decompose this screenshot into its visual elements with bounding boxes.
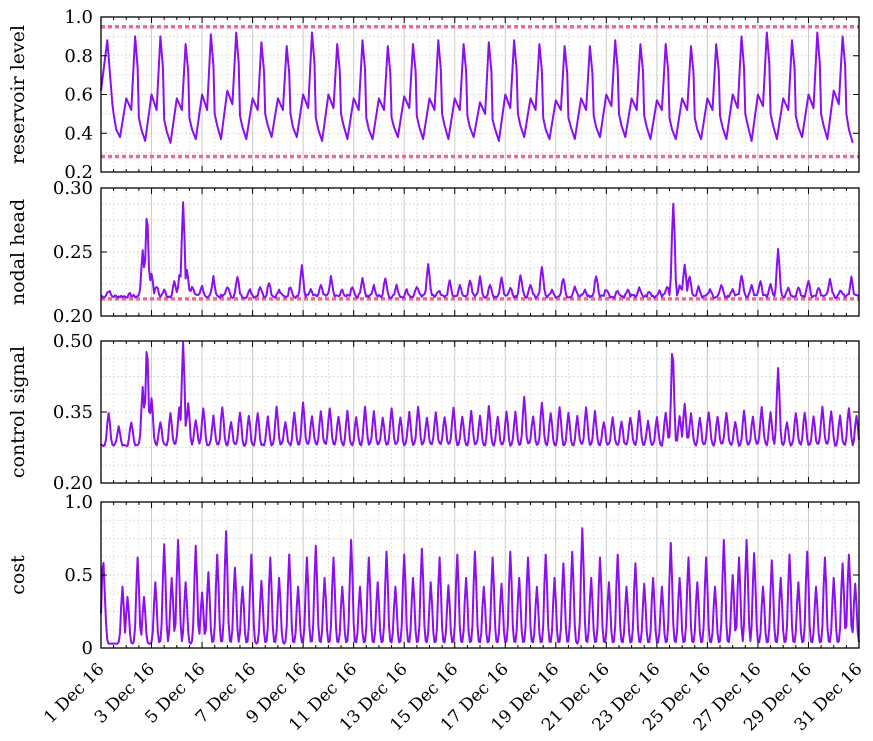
y-axis-label: control signal: [7, 346, 29, 478]
series-line: [100, 31, 854, 144]
panel-4: 0 0.5 1.0 cost: [7, 492, 860, 659]
y-tick-label: 0.50: [53, 331, 93, 352]
y-tick-label: 0.4: [64, 123, 93, 144]
y-tick-label: 0.2: [64, 162, 93, 183]
gridlines: [100, 341, 860, 483]
panel-3: 0.20 0.35 0.50 control signal: [7, 331, 860, 494]
series-line: [100, 201, 860, 300]
y-tick-label: 0.35: [53, 402, 93, 423]
y-tick-label: 0.20: [53, 473, 93, 494]
y-axis-label: reservoir level: [7, 25, 29, 164]
y-axis-label: cost: [7, 555, 29, 595]
y-tick-label: 0.5: [64, 565, 93, 586]
series-line: [100, 341, 860, 448]
y-tick-label: 0: [82, 638, 93, 659]
panel-1: 0.2 0.4 0.6 0.8 1.0 reservoir level: [7, 7, 860, 183]
y-tick-label: 0.25: [53, 242, 93, 263]
y-tick-label: 1.0: [64, 492, 93, 513]
y-tick-label: 0.20: [53, 306, 93, 327]
y-tick-label: 0.8: [64, 46, 93, 67]
y-tick-label: 1.0: [64, 7, 93, 28]
series-line: [100, 527, 860, 645]
y-tick-label: 0.30: [53, 178, 93, 199]
y-axis-label: nodal head: [7, 199, 29, 305]
x-axis-tick-labels: 1 Dec 163 Dec 165 Dec 167 Dec 169 Dec 16…: [40, 659, 866, 735]
y-tick-label: 0.6: [64, 85, 93, 106]
panel-2: 0.20 0.25 0.30 nodal head: [7, 178, 860, 327]
